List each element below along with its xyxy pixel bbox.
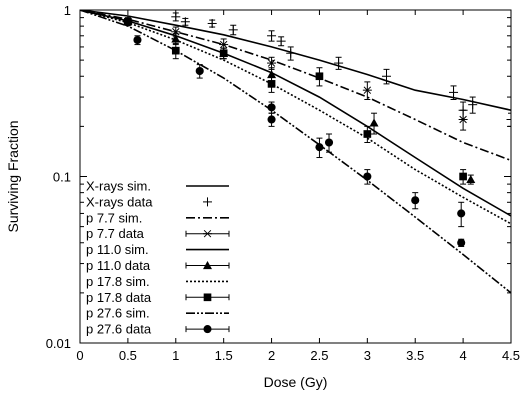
x-axis-title: Dose (Gy)	[264, 374, 328, 390]
ast-d2	[459, 115, 467, 124]
data-point-circle	[315, 143, 324, 152]
x-tick-label: 0.5	[119, 348, 137, 363]
data-point-plus	[267, 31, 277, 41]
data-point-plus	[276, 36, 286, 46]
legend-label: p 7.7 sim.	[86, 210, 142, 225]
ast-d2	[363, 86, 372, 94]
series-line-8	[80, 10, 511, 294]
data-point-circle	[195, 66, 204, 76]
legend-label: p 7.7 data	[86, 226, 145, 241]
legend-label: p 17.8 data	[86, 290, 152, 305]
data-point-circle	[123, 18, 132, 27]
data-point-plus	[381, 71, 391, 81]
ast-d2	[219, 40, 228, 49]
x-tick-label: 4.5	[502, 348, 520, 363]
data-point-asterisk	[362, 86, 372, 94]
data-point-plus	[286, 48, 296, 58]
data-point-circle	[363, 172, 372, 181]
y-tick-label: 0.1	[53, 170, 71, 185]
legend-label: p 27.6 data	[86, 322, 152, 337]
axis-ticks: 0 0.5 1 1.5 2 2.5 3 3.5 4 4.5 0.01 0.1 1	[46, 3, 520, 363]
y-tick-label: 1	[64, 3, 71, 18]
series-line-0	[80, 10, 511, 111]
data-point-square	[459, 172, 467, 181]
legend-marker-plus	[203, 197, 212, 207]
x-tick-label: 1.5	[215, 348, 233, 363]
data-point-plus	[334, 58, 344, 68]
ast-d2	[203, 229, 212, 238]
series-line-2	[80, 10, 511, 162]
data-point-asterisk	[267, 59, 277, 67]
data-point-triangle	[369, 118, 379, 127]
legend-label: p 17.8 sim.	[86, 274, 150, 289]
data-point-plus	[228, 25, 238, 35]
data-point-asterisk	[219, 40, 229, 49]
legend-label: p 27.6 sim.	[86, 306, 150, 321]
legend-marker-square	[203, 293, 212, 302]
data-point-plus	[468, 100, 478, 110]
legend-marker-asterisk	[203, 229, 212, 238]
series-layer	[80, 10, 511, 294]
x-tick-label: 3	[364, 348, 371, 363]
data-point-plus	[171, 12, 181, 22]
legend-label: p 11.0 data	[86, 258, 151, 273]
data-point-triangle	[171, 34, 181, 43]
legend-label: p 11.0 sim.	[86, 242, 149, 257]
data-point-plus	[449, 87, 459, 97]
ast-d2	[267, 59, 276, 67]
x-tick-label: 0	[76, 348, 83, 363]
data-point-circle	[267, 103, 276, 112]
data-point-square	[219, 49, 228, 58]
x-tick-label: 2.5	[310, 348, 328, 363]
x-tick-label: 1	[172, 348, 179, 363]
x-tick-label: 3.5	[406, 348, 424, 363]
legend-label: X-rays sim.	[86, 179, 151, 194]
data-point-circle	[457, 238, 466, 247]
data-point-triangle	[466, 174, 476, 184]
legend-marker-circle	[203, 325, 212, 334]
data-point-circle	[324, 138, 334, 147]
data-point-circle	[411, 196, 420, 205]
data-point-square	[315, 72, 324, 81]
y-axis-title: Surviving Fraction	[5, 120, 21, 232]
data-point-plus	[180, 17, 190, 27]
legend-label: X-rays data	[86, 194, 153, 209]
legend-marker-triangle	[203, 261, 212, 270]
series-line-6	[80, 10, 511, 225]
data-point-square	[267, 80, 276, 88]
data-point-plus	[506, 114, 511, 124]
data-point-circle	[267, 115, 276, 124]
data-point-asterisk	[458, 115, 468, 124]
data-point-square	[363, 130, 372, 138]
series-line-4	[80, 10, 511, 217]
data-point-plus	[207, 18, 217, 28]
x-tick-label: 2	[268, 348, 275, 363]
data-point-square	[171, 46, 180, 55]
data-point-circle	[133, 35, 142, 45]
x-tick-label: 4	[459, 348, 466, 363]
data-point-circle	[457, 209, 466, 218]
y-tick-label: 0.01	[46, 336, 71, 351]
